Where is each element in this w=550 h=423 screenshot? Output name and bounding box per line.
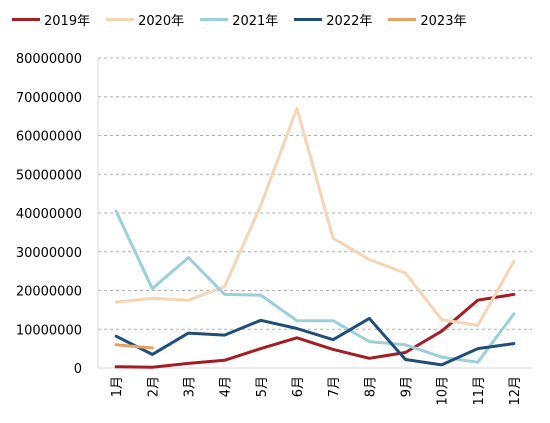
x-tick-label: 8月 xyxy=(363,376,378,397)
y-tick-label: 30000000 xyxy=(16,246,82,261)
x-tick-label: 12月 xyxy=(508,376,523,406)
x-tick-label: 2月 xyxy=(146,376,161,397)
legend-label-2023: 2023年 xyxy=(420,14,467,29)
x-tick-label: 7月 xyxy=(327,376,342,397)
legend-label-2022: 2022年 xyxy=(326,14,373,29)
legend-label-2021: 2021年 xyxy=(232,14,279,29)
y-tick-label: 70000000 xyxy=(16,91,82,106)
y-tick-label: 60000000 xyxy=(16,130,82,145)
x-tick-label: 3月 xyxy=(182,376,197,397)
legend: 2019年 2020年 2021年 2022年 2023年 xyxy=(12,10,466,29)
y-tick-label: 50000000 xyxy=(16,168,82,183)
legend-label-2019: 2019年 xyxy=(44,14,91,29)
legend-item-2019: 2019年 xyxy=(12,10,90,29)
y-tick-label: 80000000 xyxy=(16,52,82,67)
series-line-2020年 xyxy=(114,106,516,327)
legend-swatch-2023 xyxy=(388,18,417,21)
x-tick-label: 4月 xyxy=(219,376,234,397)
legend-item-2020: 2020年 xyxy=(106,10,184,29)
x-tick-label: 1月 xyxy=(110,376,125,397)
y-tick-label: 20000000 xyxy=(16,285,82,300)
series-line-2021年 xyxy=(114,209,516,364)
x-tick-label: 10月 xyxy=(436,376,451,406)
x-tick-label: 9月 xyxy=(399,376,414,397)
y-tick-label: 0 xyxy=(74,362,82,377)
legend-swatch-2020 xyxy=(106,18,135,21)
legend-item-2022: 2022年 xyxy=(294,10,372,29)
legend-label-2020: 2020年 xyxy=(138,14,185,29)
legend-item-2023: 2023年 xyxy=(388,10,466,29)
y-tick-label: 10000000 xyxy=(16,323,82,338)
series-line-2019年 xyxy=(114,292,516,369)
x-tick-label: 5月 xyxy=(255,376,270,397)
legend-swatch-2021 xyxy=(200,18,229,21)
series-line-2023年 xyxy=(114,343,154,350)
legend-swatch-2019 xyxy=(12,18,40,21)
x-tick-label: 11月 xyxy=(472,376,487,406)
y-tick-label: 40000000 xyxy=(16,207,82,222)
x-tick-label: 6月 xyxy=(291,376,306,397)
legend-swatch-2022 xyxy=(294,18,323,21)
series-line-2022年 xyxy=(114,316,516,367)
legend-item-2021: 2021年 xyxy=(200,10,278,29)
